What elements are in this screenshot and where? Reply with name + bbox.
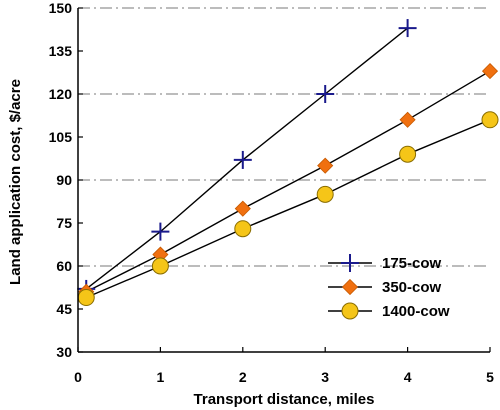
axes (77, 7, 491, 353)
y-tick-label: 120 (49, 86, 73, 102)
x-tick-label: 5 (486, 369, 494, 385)
y-tick-label: 75 (56, 215, 72, 231)
y-tick-label: 30 (56, 344, 72, 360)
data-point (316, 185, 334, 203)
x-tick-label: 3 (321, 369, 329, 385)
data-point (77, 289, 95, 307)
legend-marker (341, 278, 359, 296)
y-tick-label: 60 (56, 258, 72, 274)
legend-marker (341, 254, 359, 272)
y-tick-label: 90 (56, 172, 72, 188)
series-line (85, 119, 491, 299)
data-point (481, 111, 499, 129)
series-line (85, 70, 491, 293)
x-tick-label: 2 (239, 369, 247, 385)
data-point (233, 150, 252, 169)
data-point (234, 220, 252, 238)
legend-label: 175-cow (382, 255, 442, 272)
y-axis-title: Land application cost, $/acre (7, 79, 24, 285)
y-tick-label: 105 (49, 129, 73, 145)
y-tick-label: 45 (56, 301, 72, 317)
y-tick-label: 135 (49, 43, 73, 59)
y-tick-label: 150 (49, 0, 73, 16)
data-point (151, 222, 170, 241)
x-axis-title: Transport distance, miles (194, 391, 375, 408)
x-tick-label: 1 (157, 369, 165, 385)
x-tick-label: 4 (404, 369, 412, 385)
legend-label: 1400-cow (382, 303, 450, 320)
legend: 175-cow 350-cow 1400-cow (328, 254, 450, 320)
data-point (316, 85, 335, 103)
data-point (399, 111, 416, 128)
legend-label: 350-cow (382, 279, 442, 296)
data-point (399, 145, 417, 163)
data-point (234, 200, 251, 217)
data-point (481, 63, 499, 80)
series-markers (77, 19, 499, 307)
x-tick-label: 0 (74, 369, 82, 385)
series-line (85, 27, 409, 290)
data-point (398, 19, 417, 38)
legend-marker (341, 302, 359, 320)
data-point (151, 257, 169, 275)
data-point (317, 157, 334, 174)
grid-lines (78, 7, 490, 267)
